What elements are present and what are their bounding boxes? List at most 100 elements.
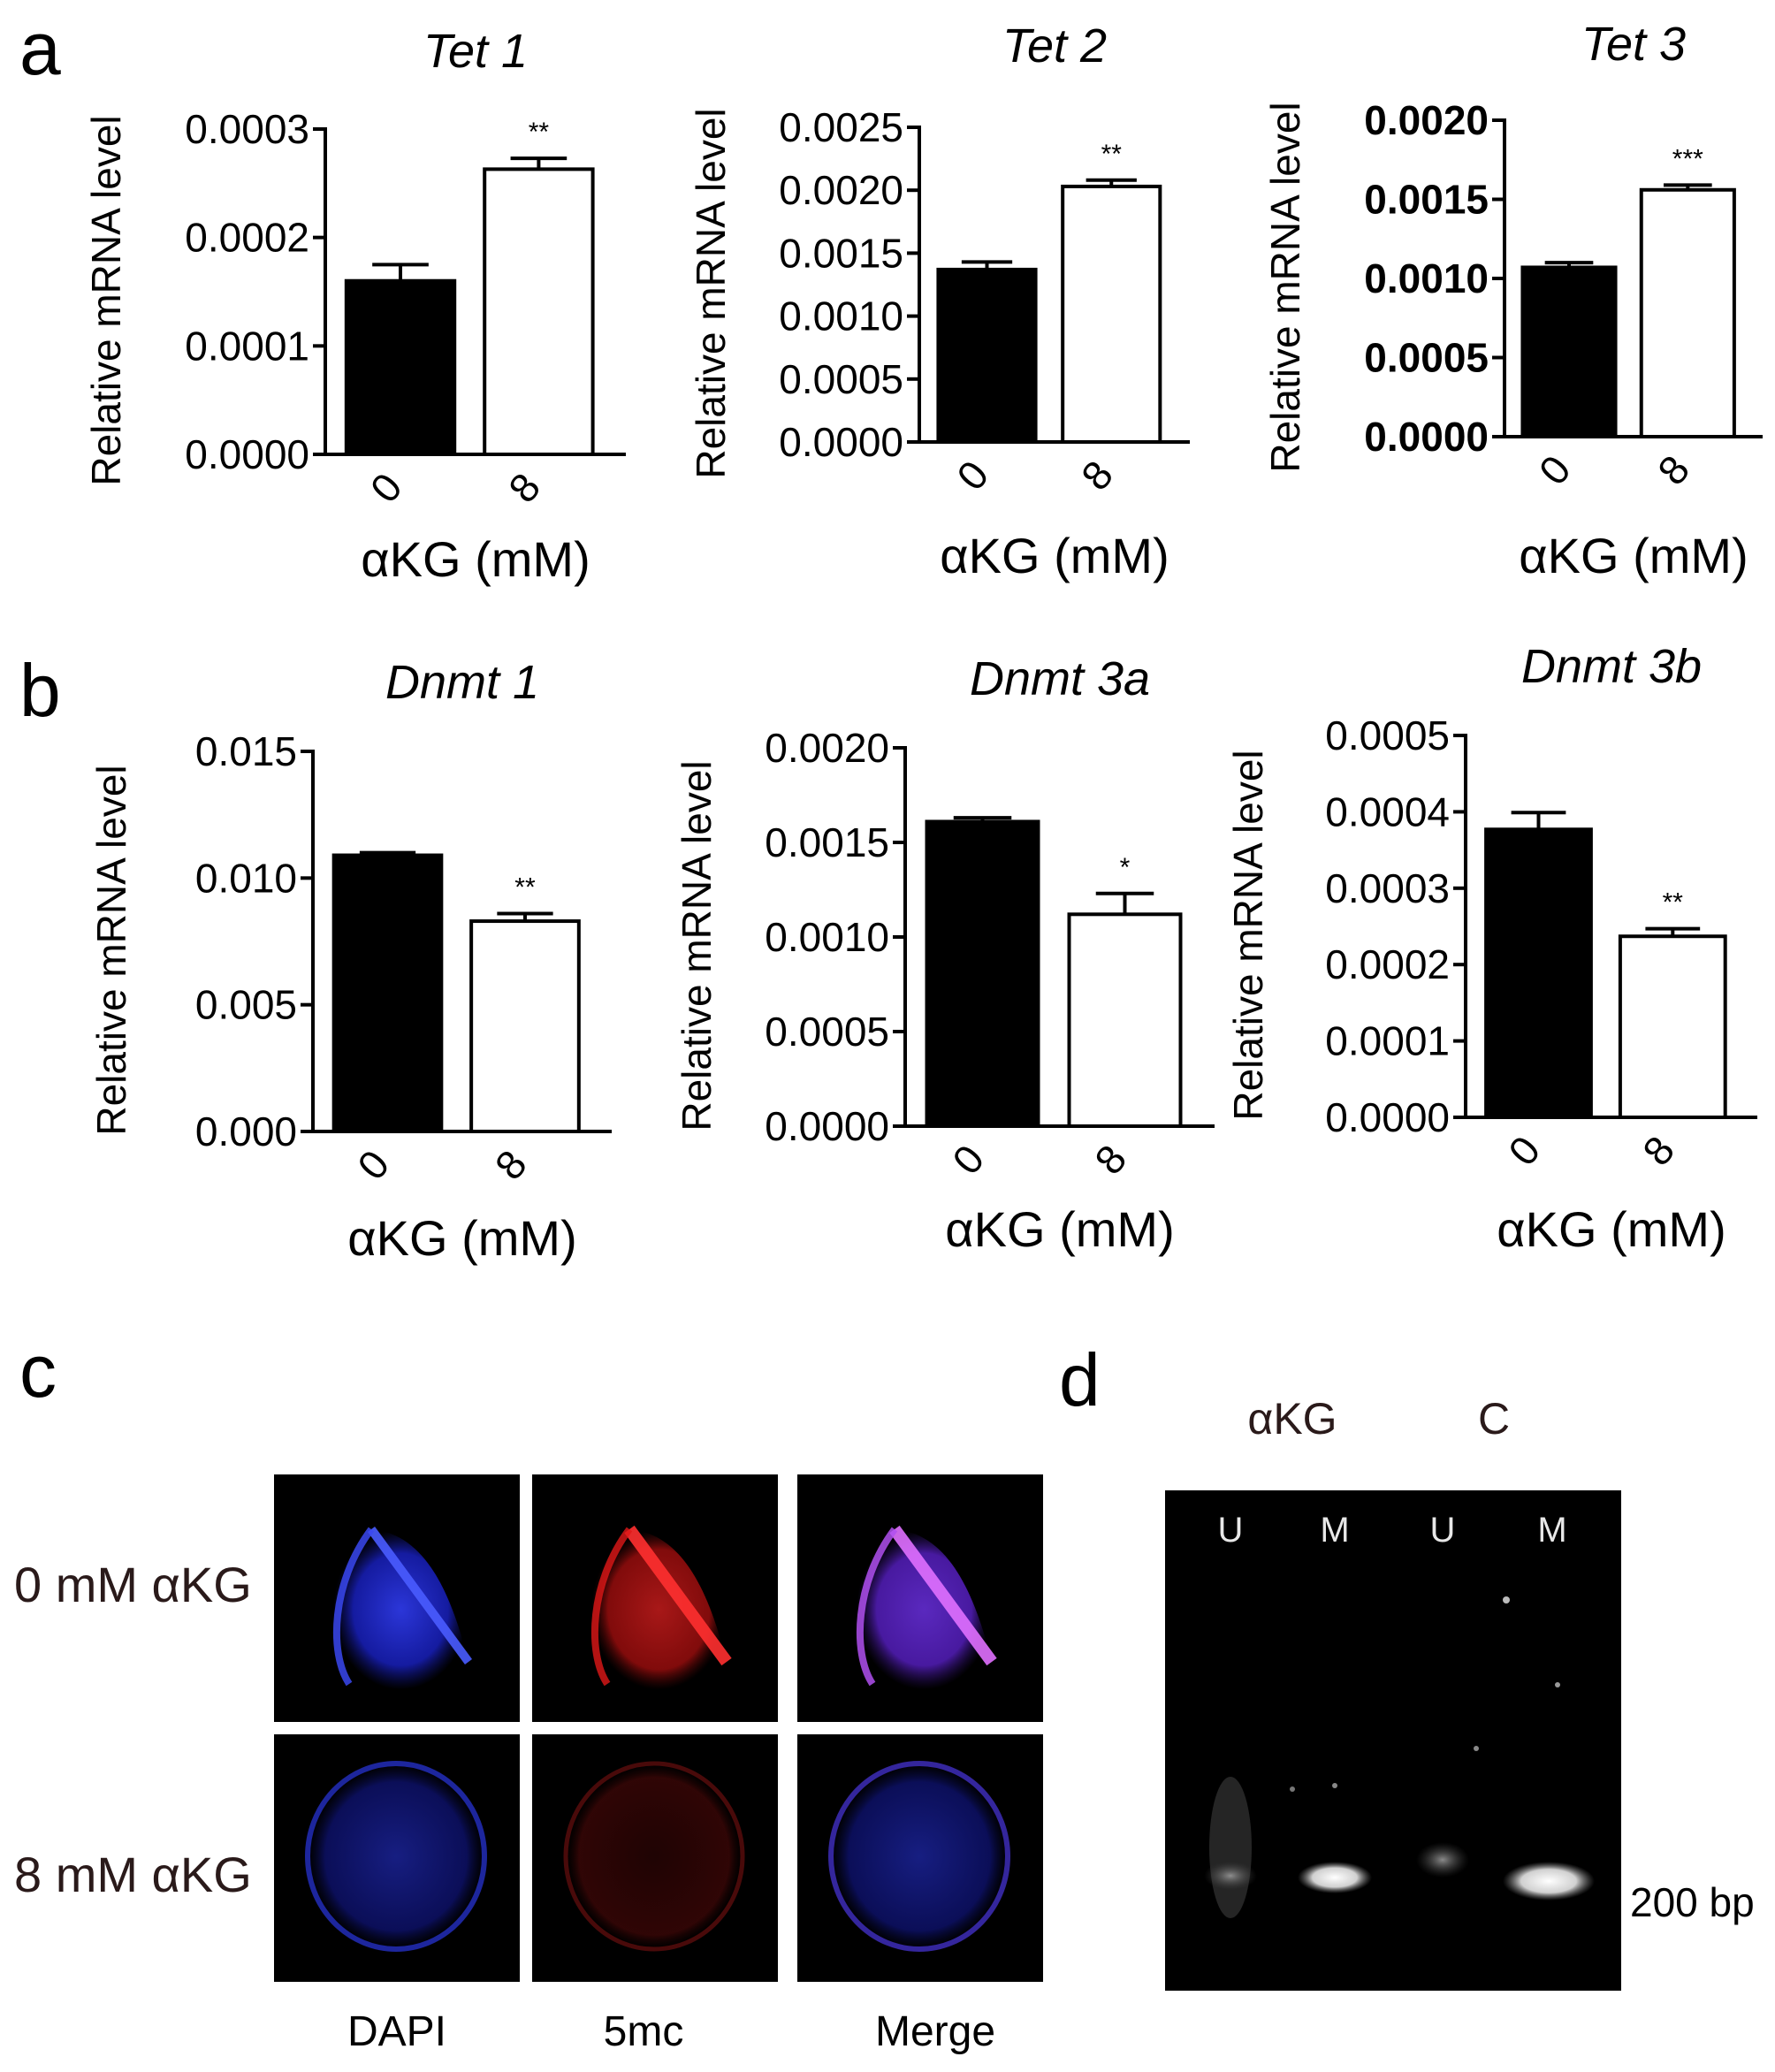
row-label-0mm: 0 mM αKG — [14, 1557, 252, 1612]
gel-lane-4: M — [1537, 1511, 1566, 1550]
significance-label: ** — [514, 872, 536, 902]
y-tick-label: 0.0005 — [765, 1009, 889, 1055]
y-axis-label: Relative mRNA level — [688, 108, 734, 478]
bar-0 — [344, 278, 457, 456]
y-tick-label: 0.0005 — [779, 356, 903, 402]
significance-label: ** — [529, 118, 550, 147]
y-tick-label: 0.0010 — [1364, 255, 1489, 301]
y-tick-label: 0.0015 — [1364, 177, 1489, 223]
x-tick-label: 0 — [348, 1141, 398, 1188]
bar-0 — [936, 267, 1038, 444]
y-tick-label: 0.0015 — [779, 230, 903, 276]
microscopy-panel: 0 mM αKG 8 mM αKG — [14, 1474, 1043, 2055]
y-axis-label: Relative mRNA level — [88, 765, 134, 1135]
y-tick-label: 0.005 — [195, 982, 297, 1028]
y-tick-label: 0.0003 — [185, 106, 309, 152]
y-tick-label: 0.0015 — [765, 819, 889, 865]
x-tick-label: 0 — [1530, 446, 1580, 493]
col-label-dapi: DAPI — [347, 2008, 446, 2055]
gel-lane-2: M — [1320, 1511, 1349, 1550]
y-tick-label: 0.0004 — [1325, 788, 1450, 834]
chart-tet2: Tet 2 Relative mRNA level 0.0000 0.0005 0.00… — [688, 19, 1190, 583]
gel-lane-1: U — [1218, 1511, 1244, 1550]
x-tick-label: 8 — [1086, 1136, 1135, 1183]
y-tick-label: 0.0010 — [779, 293, 903, 339]
gel-group-akg: αKG — [1247, 1394, 1337, 1444]
y-tick-label: 0.0002 — [185, 215, 309, 261]
x-axis-label: αKG (mM) — [361, 531, 590, 587]
y-tick-label: 0.0000 — [779, 419, 903, 465]
chart-title: Tet 2 — [1002, 19, 1107, 72]
y-tick-label: 0.0000 — [185, 431, 309, 477]
chart-title: Dnmt 1 — [385, 656, 539, 709]
bar-0 — [1520, 265, 1618, 438]
x-axis-label: αKG (mM) — [347, 1210, 576, 1266]
chart-dnmt1: Dnmt 1 Relative mRNA level 0.000 0.005 0.010… — [88, 656, 612, 1266]
gel-band-2 — [1298, 1862, 1372, 1893]
bar-8 — [483, 167, 595, 457]
y-tick-label: 0.0000 — [1364, 414, 1489, 460]
chart-tet1: Tet 1 Relative mRNA level 0.0000 0.0001 0.00… — [83, 25, 626, 587]
x-axis-label: αKG (mM) — [1519, 528, 1748, 583]
x-tick-label: 8 — [486, 1141, 536, 1188]
y-tick-label: 0.0020 — [779, 167, 903, 213]
col-label-5mc: 5mc — [604, 2008, 684, 2055]
y-tick-label: 0.0010 — [765, 914, 889, 960]
image-5mc-8mm — [532, 1734, 778, 1982]
bar-0 — [331, 853, 444, 1133]
image-5mc-0mm — [532, 1474, 778, 1722]
gel-image — [1165, 1490, 1621, 1991]
y-axis-label: Relative mRNA level — [674, 760, 720, 1131]
bar-8 — [1067, 912, 1183, 1128]
gel-band-1 — [1204, 1862, 1257, 1890]
row-label-8mm: 8 mM αKG — [14, 1847, 252, 1902]
y-tick-label: 0.0000 — [1325, 1094, 1450, 1140]
panel-letter-d: d — [1059, 1338, 1101, 1421]
bar-0 — [1484, 827, 1593, 1119]
x-axis-label: αKG (mM) — [945, 1201, 1174, 1257]
chart-title: Dnmt 3a — [970, 652, 1150, 705]
gel-band-4 — [1503, 1862, 1595, 1901]
y-tick-label: 0.0020 — [765, 725, 889, 771]
x-tick-label: 8 — [1649, 446, 1698, 493]
x-tick-label: 0 — [943, 1136, 993, 1183]
y-tick-label: 0.0001 — [185, 323, 309, 369]
significance-label: * — [1120, 853, 1131, 882]
panel-letter-c: c — [19, 1329, 57, 1413]
chart-dnmt3a: Dnmt 3a Relative mRNA level 0.0000 0.0005 0.… — [674, 652, 1215, 1257]
gel-band-3 — [1416, 1842, 1469, 1878]
chart-title: Tet 1 — [423, 25, 528, 78]
chart-title: Tet 3 — [1581, 18, 1686, 71]
gel-group-c: C — [1478, 1394, 1510, 1444]
chart-tet3: Tet 3 Relative mRNA level 0.0000 0.0005 0.00… — [1262, 18, 1763, 583]
y-tick-label: 0.0005 — [1325, 712, 1450, 758]
col-label-merge: Merge — [875, 2008, 995, 2055]
gel-panel: αKG C U M U M 200 bp — [1165, 1394, 1755, 1991]
y-tick-label: 0.0025 — [779, 104, 903, 150]
y-axis-label: Relative mRNA level — [1262, 102, 1308, 472]
chart-title: Dnmt 3b — [1521, 640, 1702, 693]
x-tick-label: 0 — [362, 464, 411, 511]
panel-letter-a: a — [19, 7, 61, 90]
bar-8 — [1639, 187, 1736, 438]
bar-8 — [1061, 184, 1162, 444]
y-axis-label: Relative mRNA level — [1225, 750, 1271, 1120]
image-merge-8mm — [797, 1734, 1043, 1982]
y-tick-label: 0.000 — [195, 1108, 297, 1154]
y-tick-label: 0.0002 — [1325, 941, 1450, 987]
gel-marker-label: 200 bp — [1630, 1879, 1755, 1925]
x-tick-label: 0 — [1499, 1127, 1549, 1174]
x-tick-label: 0 — [948, 452, 997, 499]
significance-label: ** — [1663, 888, 1684, 918]
x-tick-label: 8 — [1634, 1127, 1683, 1174]
y-tick-label: 0.0003 — [1325, 865, 1450, 911]
x-axis-label: αKG (mM) — [940, 528, 1169, 583]
panel-letter-b: b — [19, 649, 61, 732]
y-axis-label: Relative mRNA level — [83, 115, 129, 485]
image-dapi-8mm — [274, 1734, 520, 1982]
y-tick-label: 0.0001 — [1325, 1018, 1450, 1064]
x-tick-label: 8 — [499, 464, 549, 511]
gel-lane-3: U — [1430, 1511, 1456, 1550]
image-merge-0mm — [797, 1474, 1043, 1722]
